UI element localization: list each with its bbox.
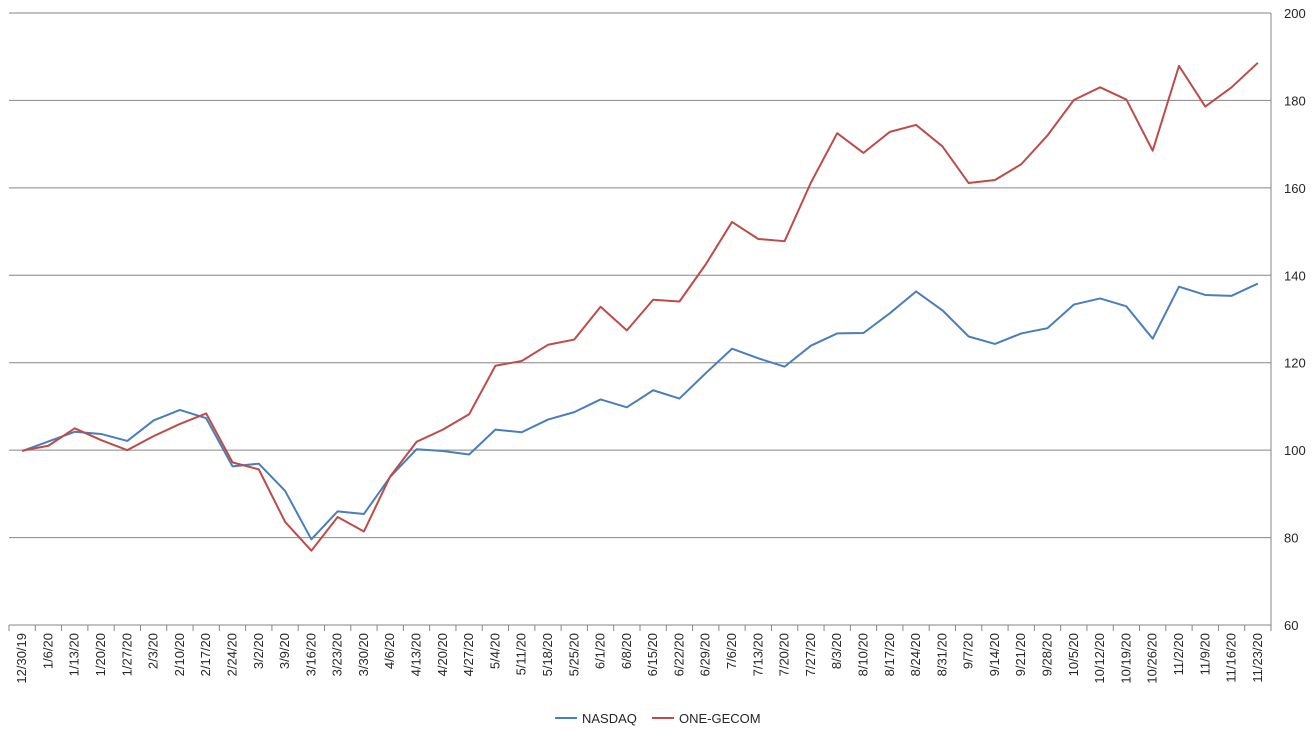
x-tick-label: 1/27/20	[119, 633, 134, 676]
x-axis	[8, 624, 1272, 631]
x-tick-label: 11/9/20	[1197, 633, 1212, 675]
y-tick-label: 200	[1284, 6, 1306, 21]
x-tick-label: 8/3/20	[829, 633, 844, 669]
x-tick-label: 6/22/20	[671, 633, 686, 676]
x-tick-label: 3/30/20	[356, 633, 371, 676]
y-tick-label: 100	[1284, 443, 1306, 458]
x-tick-label: 9/28/20	[1040, 633, 1055, 676]
x-tick-label: 1/13/20	[67, 633, 82, 676]
x-tick-label: 11/16/20	[1224, 633, 1239, 683]
x-tick-label: 5/18/20	[540, 633, 555, 676]
x-tick-label: 5/11/20	[514, 633, 529, 675]
x-tick-label: 4/6/20	[382, 633, 397, 669]
x-tick-label: 7/13/20	[750, 633, 765, 676]
x-tick-label: 6/1/20	[593, 633, 608, 669]
x-tick-label: 10/19/20	[1118, 633, 1133, 684]
x-tick-label: 4/27/20	[461, 633, 476, 676]
legend-label: ONE-GECOM	[679, 711, 761, 726]
x-tick-label: 1/6/20	[40, 633, 55, 669]
x-tick-label: 3/9/20	[277, 633, 292, 669]
x-tick-label: 8/31/20	[934, 633, 949, 676]
series-line-nasdaq	[21, 282, 1259, 541]
y-tick-label: 140	[1284, 268, 1306, 283]
x-tick-label: 6/8/20	[619, 633, 634, 669]
gridlines	[9, 12, 1272, 625]
x-tick-label: 8/17/20	[882, 633, 897, 676]
x-tick-label: 7/6/20	[724, 633, 739, 669]
y-tick-label: 160	[1284, 181, 1306, 196]
x-tick-label: 9/7/20	[961, 633, 976, 669]
x-tick-label: 7/27/20	[803, 633, 818, 676]
x-tick-label: 2/24/20	[224, 633, 239, 676]
x-tick-label: 7/20/20	[777, 633, 792, 676]
x-tick-label: 3/16/20	[303, 633, 318, 676]
y-axis-tick-labels: 60 80 100 120 140 160 180 200	[1284, 6, 1306, 633]
x-tick-label: 9/21/20	[1013, 633, 1028, 676]
x-tick-label: 6/15/20	[645, 633, 660, 676]
y-tick-label: 180	[1284, 93, 1306, 108]
series-line-one-gecom	[21, 62, 1259, 552]
x-tick-label: 5/4/20	[487, 633, 502, 669]
y-tick-label: 80	[1284, 531, 1298, 546]
x-tick-label: 2/17/20	[198, 633, 213, 676]
legend-label: NASDAQ	[582, 711, 637, 726]
x-tick-label: 3/2/20	[251, 633, 266, 669]
y-tick-label: 60	[1284, 618, 1298, 633]
x-tick-label: 3/23/20	[330, 633, 345, 676]
x-tick-label: 8/10/20	[855, 633, 870, 676]
x-tick-label: 1/20/20	[93, 633, 108, 676]
x-tick-label: 5/25/20	[566, 633, 581, 676]
x-tick-label: 12/30/19	[14, 633, 29, 684]
x-tick-label: 9/14/20	[987, 633, 1002, 676]
x-tick-label: 10/5/20	[1066, 633, 1081, 676]
x-tick-label: 10/12/20	[1092, 633, 1107, 684]
x-tick-label: 11/23/20	[1250, 633, 1265, 683]
x-tick-label: 11/2/20	[1171, 633, 1186, 675]
x-axis-tick-labels: 12/30/19 1/6/20 1/13/20 1/20/20 1/27/20 2/3/2…	[14, 633, 1265, 684]
x-tick-label: 8/24/20	[908, 633, 923, 676]
series-lines	[21, 62, 1259, 552]
x-tick-label: 2/3/20	[146, 633, 161, 669]
x-tick-label: 2/10/20	[172, 633, 187, 676]
y-tick-label: 120	[1284, 356, 1306, 371]
legend: NASDAQ ONE-GECOM	[555, 711, 761, 726]
x-tick-label: 4/13/20	[409, 633, 424, 676]
x-tick-label: 4/20/20	[435, 633, 450, 676]
x-tick-label: 6/29/20	[698, 633, 713, 676]
x-tick-label: 10/26/20	[1145, 633, 1160, 684]
